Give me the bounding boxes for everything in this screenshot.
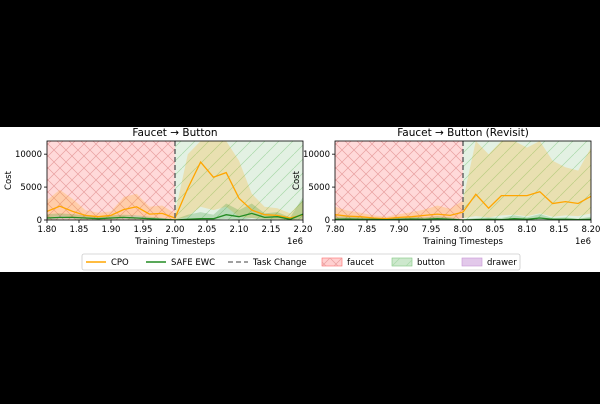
x-tick-label: 2.15	[262, 225, 281, 235]
x-tick-label: 1.80	[38, 225, 57, 235]
y-axis-label: Cost	[292, 170, 302, 190]
series-line-safe-ewc	[47, 212, 303, 220]
x-tick-label: 8.00	[454, 225, 473, 235]
x-tick-label: 7.80	[326, 225, 345, 235]
legend: CPO SAFE EWC Task Change faucet button drawer	[81, 253, 521, 271]
series-band-cpo	[335, 141, 591, 220]
x-tick-label: 1.85	[70, 225, 89, 235]
x-tick-label: 7.90	[390, 225, 409, 235]
legend-item: faucet	[321, 257, 374, 268]
legend-label: drawer	[487, 258, 517, 268]
region-faucet-hatch	[335, 141, 463, 220]
legend-handle-hatch	[322, 258, 342, 266]
x-offset-label: 1e6	[287, 237, 303, 247]
x-tick-label: 7.85	[358, 225, 377, 235]
legend-item: CPO	[86, 258, 129, 268]
y-tick-label: 10000	[15, 150, 42, 160]
x-tick-label: 2.05	[198, 225, 217, 235]
chart-title: Faucet → Button (Revisit)	[397, 127, 529, 139]
x-tick-label: 2.20	[294, 225, 313, 235]
legend-label: button	[417, 258, 445, 268]
chart-panel-2: 7.80 7.85 7.90 7.95 8.00 8.05 8.10 8.15 8.20 0 500…	[292, 127, 600, 247]
series-line-cpo	[335, 190, 591, 220]
x-axis-label: Training Timesteps	[134, 237, 215, 247]
region-faucet-hatch	[47, 141, 175, 220]
legend-handle-patch	[461, 257, 483, 267]
legend-item: SAFE EWC	[146, 258, 215, 268]
y-tick-label: 5000	[308, 183, 330, 193]
y-axis-label: Cost	[4, 170, 14, 190]
x-tick-label: 8.10	[518, 225, 537, 235]
legend-label: Task Change	[252, 258, 307, 268]
chart-panel-1: 1.80 1.85 1.90 1.95 2.00 2.05 2.10 2.15 2.20 0 500…	[4, 127, 312, 247]
legend-handle-hatch	[392, 258, 412, 266]
legend-label: SAFE EWC	[171, 258, 215, 268]
y-tick-label: 0	[325, 216, 330, 226]
region-button-hatch	[175, 141, 303, 220]
y-tick-label: 5000	[20, 183, 42, 193]
plot-area	[47, 141, 303, 220]
x-tick-label: 2.10	[230, 225, 249, 235]
panels: 1.80 1.85 1.90 1.95 2.00 2.05 2.10 2.15 2.20 0 500…	[4, 127, 600, 247]
y-tick-label: 10000	[303, 150, 330, 160]
x-tick-label: 8.15	[550, 225, 569, 235]
region-button-hatch	[463, 141, 591, 220]
series-band-safe-ewc	[47, 197, 303, 220]
legend-label: CPO	[111, 258, 129, 268]
x-tick-label: 2.00	[166, 225, 185, 235]
legend-label: faucet	[347, 258, 374, 268]
series-band-safe-ewc	[335, 214, 591, 220]
legend-item: drawer	[461, 257, 517, 268]
x-tick-label: 1.95	[134, 225, 153, 235]
series-line-safe-ewc	[335, 217, 591, 220]
legend-item: Task Change	[228, 258, 307, 268]
y-tick-label: 0	[37, 216, 42, 226]
x-offset-label: 1e6	[575, 237, 591, 247]
x-tick-label: 1.90	[102, 225, 121, 235]
x-tick-label: 8.05	[486, 225, 505, 235]
series-band-cpo	[47, 141, 303, 220]
plot-area	[335, 141, 591, 220]
chart-title: Faucet → Button	[132, 127, 217, 139]
x-tick-label: 7.95	[422, 225, 441, 235]
legend-item: button	[391, 257, 445, 268]
x-axis-label: Training Timesteps	[422, 237, 503, 247]
x-tick-label: 8.20	[582, 225, 600, 235]
